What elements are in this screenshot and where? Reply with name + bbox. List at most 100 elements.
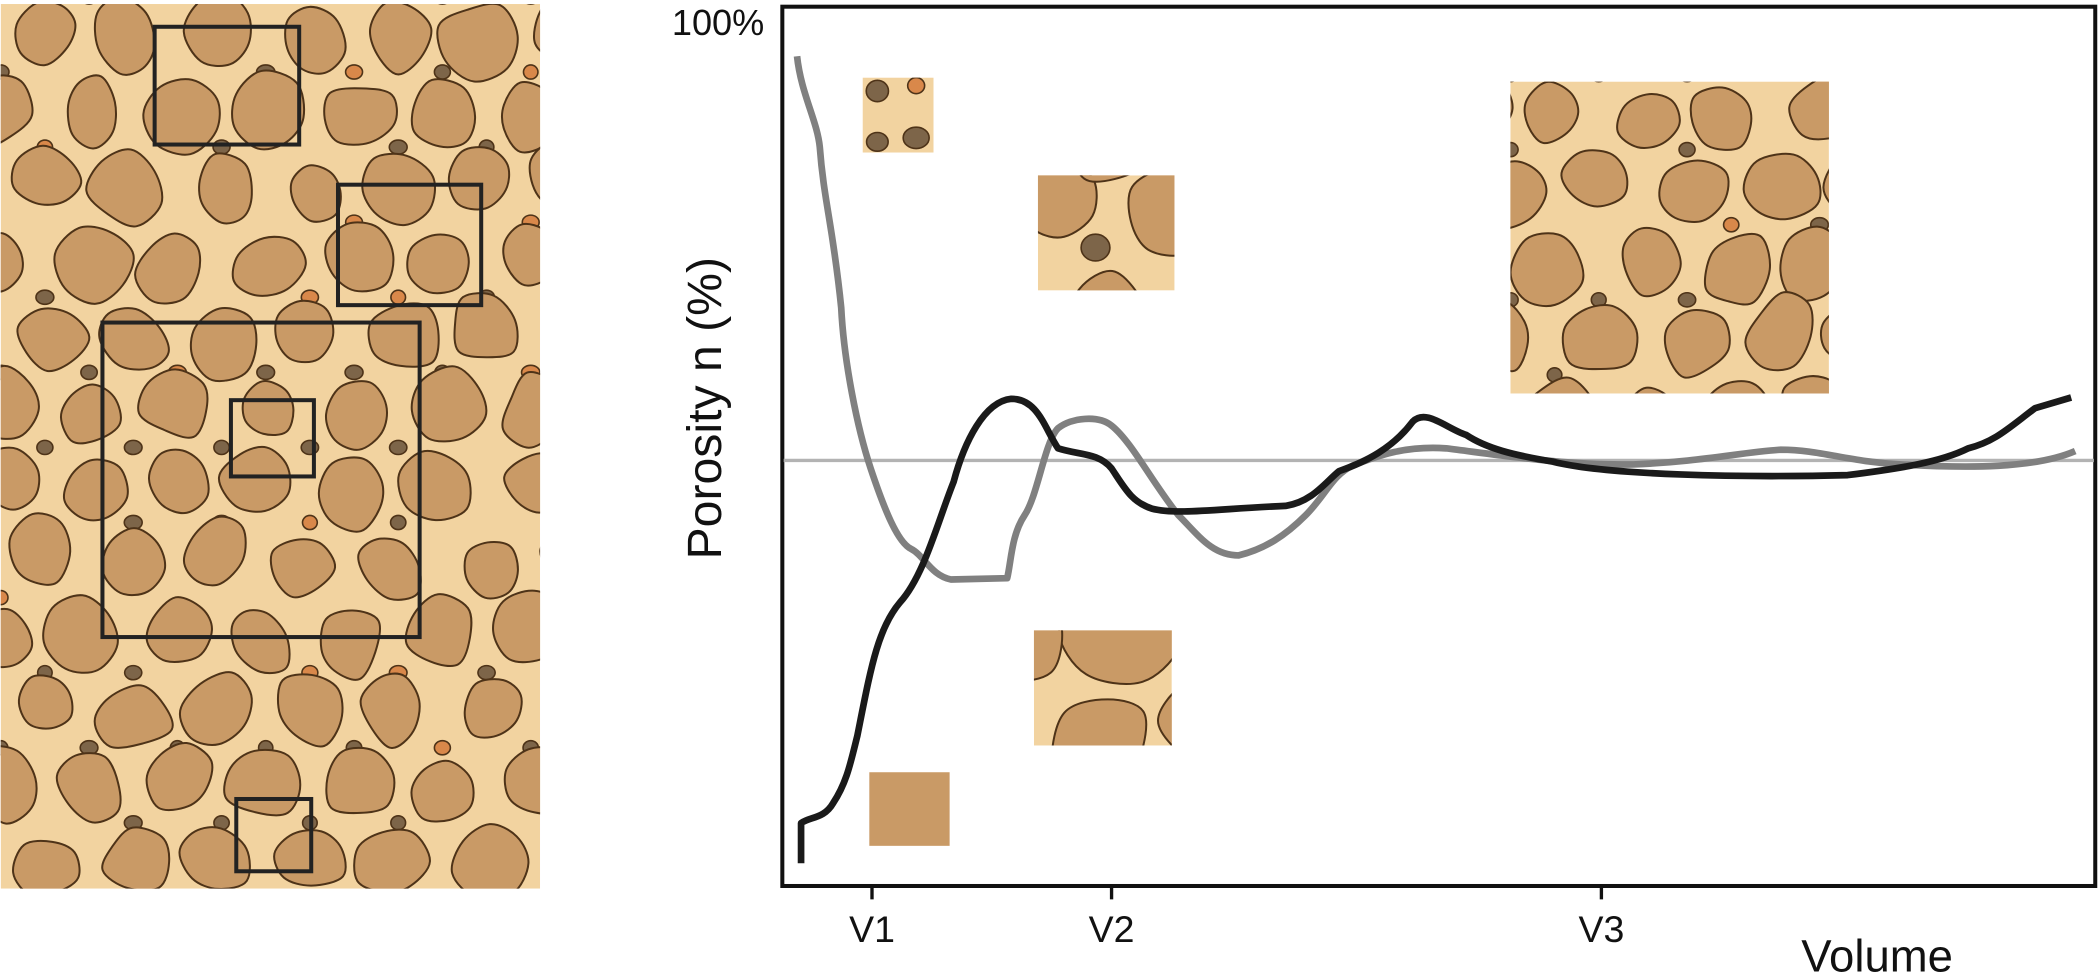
grain bbox=[101, 826, 171, 889]
grain bbox=[1744, 291, 1814, 372]
grain bbox=[230, 609, 291, 675]
grain bbox=[134, 232, 202, 305]
pebble bbox=[1682, 81, 1692, 83]
pebble bbox=[433, 739, 452, 756]
grain bbox=[178, 671, 253, 746]
grain bbox=[544, 293, 605, 371]
grain bbox=[501, 371, 541, 449]
tick-label: V3 bbox=[1578, 908, 1624, 950]
grain bbox=[404, 593, 473, 667]
grain bbox=[189, 307, 258, 383]
grain bbox=[17, 674, 74, 730]
grain bbox=[66, 74, 117, 150]
grain bbox=[502, 222, 541, 287]
grain bbox=[319, 609, 382, 681]
grain bbox=[324, 380, 388, 451]
grain bbox=[182, 4, 252, 68]
grain bbox=[231, 69, 306, 151]
pebble bbox=[906, 77, 926, 95]
grain bbox=[1077, 269, 1137, 291]
grain bbox=[463, 678, 523, 739]
grain bbox=[145, 742, 214, 812]
pebble bbox=[35, 289, 55, 306]
tick-label: V1 bbox=[849, 908, 895, 950]
grain bbox=[450, 823, 530, 889]
grain bbox=[410, 78, 477, 149]
pebble bbox=[80, 891, 98, 905]
grain bbox=[62, 458, 129, 522]
pebble bbox=[123, 439, 143, 456]
grain bbox=[528, 146, 541, 200]
pebble bbox=[388, 439, 408, 456]
grain bbox=[10, 144, 83, 206]
grain bbox=[12, 839, 81, 889]
inset-v2-upper bbox=[1037, 175, 1175, 291]
y-axis-label: Porosity n (%) bbox=[678, 257, 732, 560]
grain bbox=[231, 235, 307, 297]
pebble bbox=[388, 139, 408, 155]
pebble bbox=[1722, 216, 1740, 233]
grain bbox=[503, 746, 541, 815]
pebble bbox=[611, 0, 626, 4]
pebble bbox=[390, 814, 407, 831]
grain bbox=[1621, 226, 1682, 298]
pebble bbox=[1678, 141, 1696, 158]
grain bbox=[1510, 93, 1514, 119]
grain bbox=[1523, 13, 1576, 70]
grain bbox=[325, 746, 396, 815]
grain bbox=[1606, 0, 1666, 64]
pebble bbox=[611, 365, 628, 379]
pebble bbox=[526, 4, 536, 5]
inset-v2-lower bbox=[1033, 630, 1172, 746]
pebble bbox=[433, 64, 452, 80]
porosity-curve-black bbox=[797, 394, 2073, 864]
window bbox=[234, 796, 314, 874]
grain bbox=[1634, 386, 1666, 394]
pebble bbox=[256, 364, 276, 381]
pebble bbox=[1080, 233, 1111, 262]
grain bbox=[276, 673, 344, 748]
pebble bbox=[1855, 443, 1873, 457]
grain bbox=[539, 547, 541, 557]
pebble bbox=[0, 891, 9, 905]
pebble bbox=[477, 664, 496, 681]
pebble bbox=[1510, 81, 1515, 83]
grain bbox=[16, 307, 91, 373]
grain bbox=[182, 515, 247, 587]
x-ticks bbox=[870, 885, 1604, 900]
grain bbox=[410, 365, 488, 443]
grain bbox=[406, 233, 470, 295]
pebble bbox=[1510, 291, 1519, 308]
grain bbox=[8, 512, 72, 586]
grain bbox=[453, 292, 519, 359]
grain bbox=[1788, 81, 1829, 141]
grain bbox=[1707, 2, 1761, 64]
grain bbox=[269, 538, 337, 599]
top-label: 100% bbox=[672, 2, 764, 43]
pebble bbox=[567, 515, 583, 529]
pebble bbox=[85, 4, 94, 5]
grain bbox=[397, 449, 472, 522]
grain bbox=[0, 232, 24, 293]
plot-frame bbox=[780, 4, 2098, 888]
inset-solid-grain bbox=[869, 772, 950, 846]
grain bbox=[42, 594, 119, 674]
grain bbox=[1037, 175, 1098, 239]
grain bbox=[1430, 383, 1494, 449]
grain bbox=[436, 4, 519, 83]
grain bbox=[1781, 375, 1829, 394]
pebble bbox=[522, 64, 539, 80]
grain bbox=[1616, 92, 1681, 149]
pebble bbox=[1899, 218, 1916, 232]
grain bbox=[463, 540, 519, 600]
grain bbox=[410, 759, 475, 823]
grain bbox=[447, 146, 511, 211]
pebble bbox=[865, 131, 889, 153]
pebble bbox=[902, 126, 930, 150]
grain bbox=[137, 368, 209, 439]
grain bbox=[1782, 7, 1846, 67]
grain bbox=[1127, 175, 1175, 257]
window bbox=[335, 182, 484, 308]
grain bbox=[1057, 630, 1172, 685]
